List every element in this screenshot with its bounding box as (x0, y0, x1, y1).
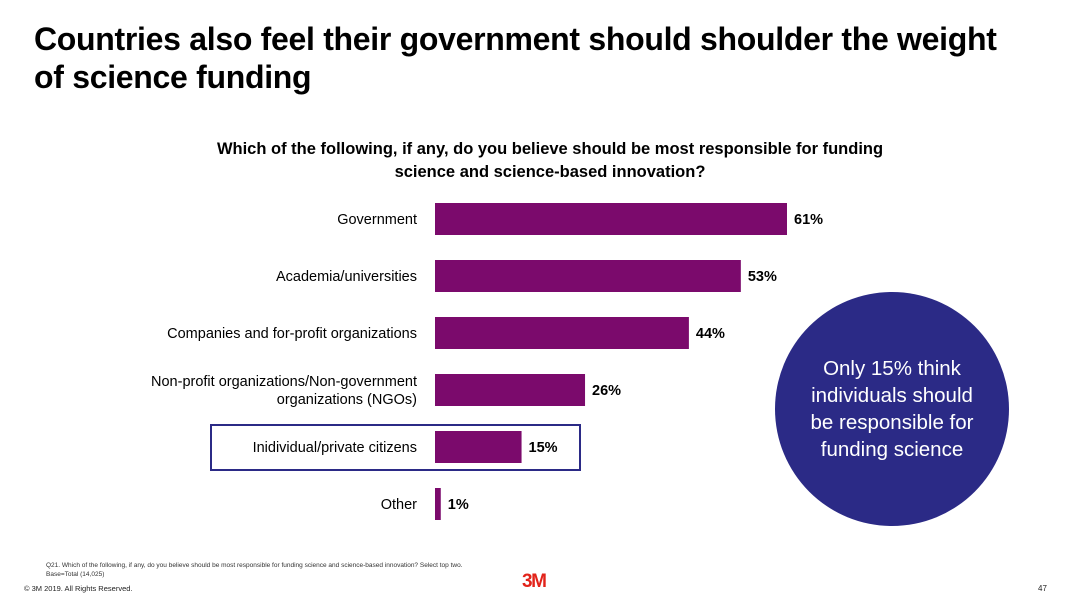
bar-value-label: 26% (592, 383, 621, 399)
callout-text: Only 15% think individuals should be res… (810, 357, 974, 461)
callout-circle: Only 15% think individuals should be res… (775, 292, 1009, 526)
bar (435, 431, 522, 463)
bar (435, 374, 586, 406)
bar-value-label: 1% (448, 497, 469, 513)
category-label: Companies and for-profit organizations (167, 326, 417, 342)
category-label: Non-profit organizations/Non-government (151, 374, 417, 390)
bar-value-label: 53% (748, 269, 777, 285)
highlight-box (210, 424, 581, 471)
category-label: Government (337, 212, 417, 228)
category-label: Inidividual/private citizens (253, 440, 417, 456)
bar-value-label: 61% (794, 212, 823, 228)
page-number: 47 (1038, 584, 1047, 593)
bar (435, 260, 741, 292)
chart-question-title: Which of the following, if any, do you b… (216, 140, 884, 181)
bar (435, 203, 787, 235)
bar-value-label: 15% (529, 440, 558, 456)
bar (435, 317, 689, 349)
3m-logo: 3M (522, 571, 547, 592)
bar (435, 488, 441, 520)
footnote: Q21. Which of the following, if any, do … (46, 562, 463, 578)
bar-value-label: 44% (696, 326, 725, 342)
slide-title: Countries also feel their government sho… (34, 21, 997, 95)
category-label: Other (381, 497, 417, 513)
category-label: Academia/universities (276, 269, 417, 285)
copyright: © 3M 2019. All Rights Reserved. (24, 584, 133, 593)
category-label: organizations (NGOs) (277, 392, 417, 408)
